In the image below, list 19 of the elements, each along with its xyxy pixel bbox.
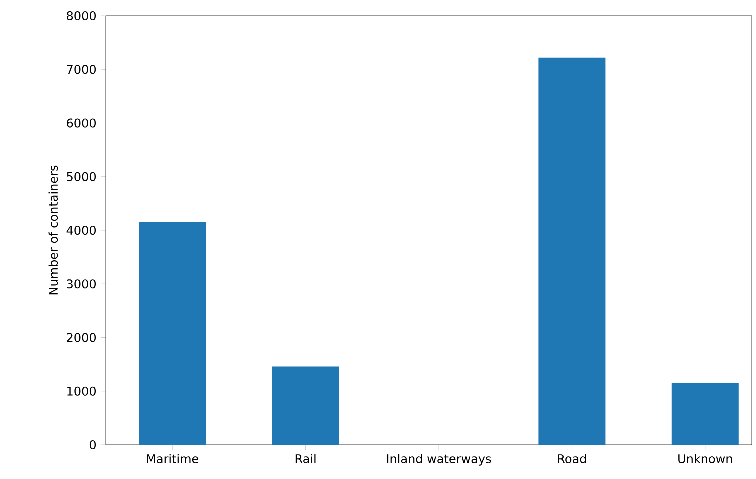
y-tick-label: 4000 bbox=[66, 226, 96, 236]
y-axis-title: Number of containers bbox=[48, 166, 58, 295]
y-tick-label: 7000 bbox=[67, 65, 96, 74]
x-tick-label: Unknown bbox=[678, 454, 732, 464]
bar bbox=[672, 383, 739, 445]
y-tick-label: 0 bbox=[90, 440, 96, 450]
x-tick-label: Inland waterways bbox=[387, 454, 492, 466]
x-tick-label: Rail bbox=[296, 454, 316, 464]
y-tick-label: 1000 bbox=[68, 386, 96, 396]
x-tick-label: Maritime bbox=[147, 454, 199, 464]
y-tick-label: 6000 bbox=[67, 118, 96, 128]
y-tick-label: 8000 bbox=[67, 11, 96, 21]
y-tick-label: 2000 bbox=[67, 333, 96, 342]
bar bbox=[272, 366, 340, 445]
y-tick-label: 3000 bbox=[67, 280, 96, 289]
bar bbox=[139, 222, 206, 445]
bar bbox=[538, 58, 606, 445]
y-tick-label: 5000 bbox=[67, 172, 96, 182]
x-tick-label: Road bbox=[558, 454, 586, 464]
